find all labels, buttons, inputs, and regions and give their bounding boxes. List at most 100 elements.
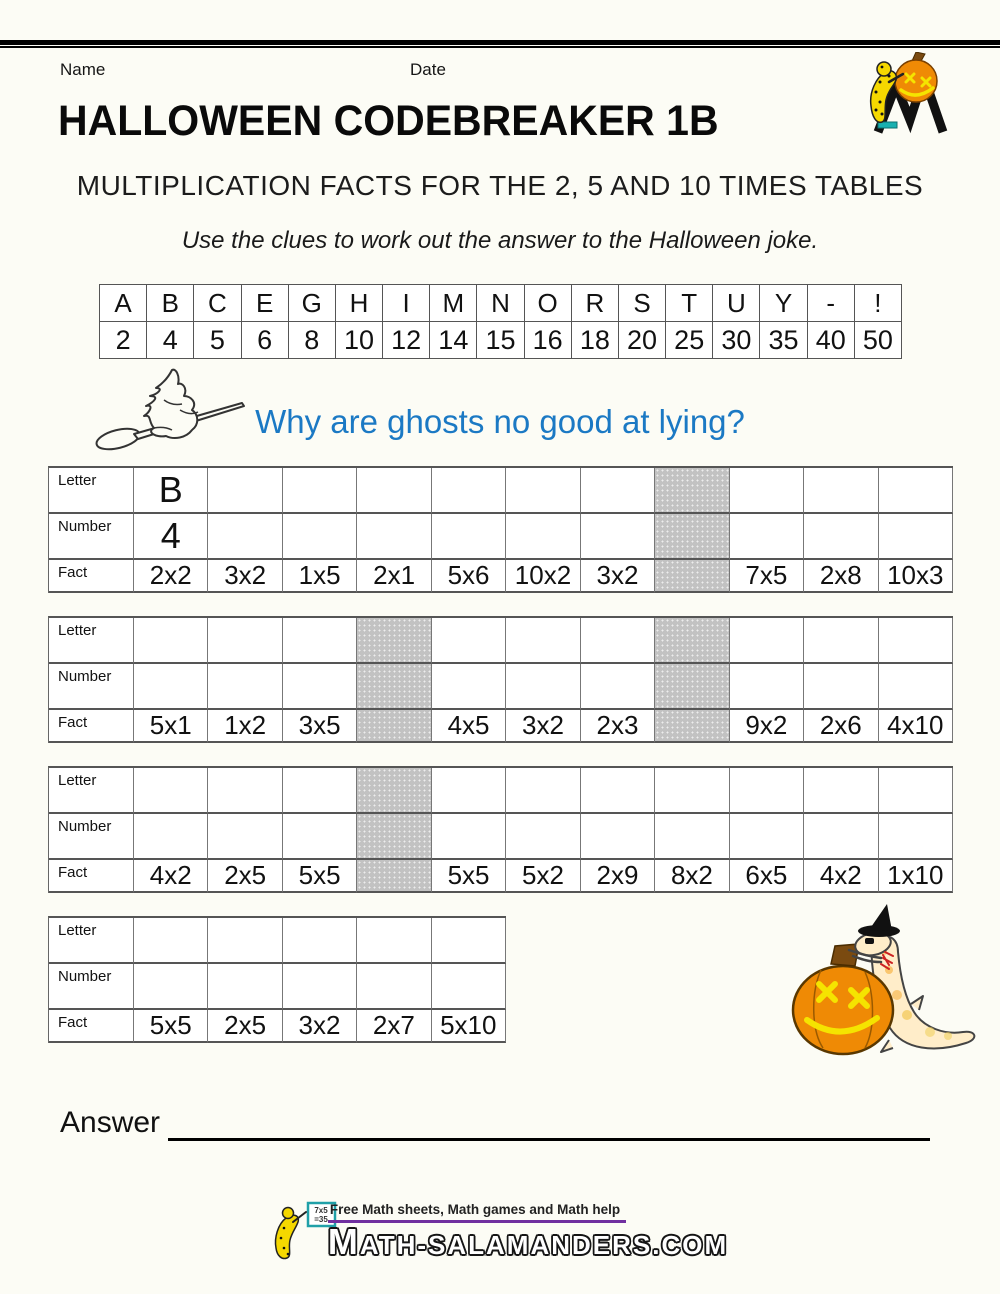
letter-cell bbox=[357, 918, 432, 964]
number-cell bbox=[804, 664, 879, 710]
fact-cell: 5x5 bbox=[134, 1010, 209, 1043]
fact-cell: 4x2 bbox=[804, 860, 879, 893]
answer-label: Answer bbox=[60, 1106, 161, 1139]
number-cell bbox=[431, 964, 506, 1010]
code-number-cell: 30 bbox=[713, 322, 761, 359]
letter-cell bbox=[282, 468, 358, 514]
letter-cell bbox=[134, 768, 209, 814]
fact-cell: 8x2 bbox=[655, 860, 730, 893]
fact-cell: 5x6 bbox=[431, 560, 507, 593]
number-cell bbox=[282, 664, 358, 710]
fact-cell: 4x5 bbox=[431, 710, 507, 743]
letter-cell bbox=[804, 618, 879, 664]
fact-cell: 1x5 bbox=[282, 560, 358, 593]
fact-cell: 3x5 bbox=[282, 710, 358, 743]
code-number-cell: 6 bbox=[241, 322, 289, 359]
number-cell bbox=[506, 514, 581, 560]
row-label-fact: Fact bbox=[49, 1010, 134, 1043]
header-rule bbox=[0, 40, 1000, 48]
shaded-cell bbox=[357, 618, 432, 664]
footer: 7x5 =35 Free Math sheets, Math games and… bbox=[0, 1200, 1000, 1263]
code-table: A B C E G H I M N O R S T U Y -! 2 4 5 6 8 10 12 14 15 16 18 20 25 30… bbox=[99, 284, 902, 359]
letter-cell bbox=[729, 468, 805, 514]
number-cell bbox=[580, 514, 656, 560]
code-letter-cell: - bbox=[807, 285, 855, 322]
code-number-cell: 20 bbox=[618, 322, 667, 359]
code-number-cell: 16 bbox=[524, 322, 572, 359]
fact-cell: 5x2 bbox=[506, 860, 581, 893]
number-cell bbox=[580, 814, 656, 860]
shaded-cell bbox=[357, 860, 432, 893]
puzzle-table-3: Letter Number Fact 4x2 2x5 5x5 5x5 5x2 2x9 8x2 6x5… bbox=[48, 766, 953, 893]
fact-cell: 4x10 bbox=[878, 710, 953, 743]
code-letter-cell: Y bbox=[760, 285, 808, 322]
letter-cell bbox=[431, 618, 507, 664]
number-cell bbox=[729, 664, 805, 710]
code-letter-cell: B bbox=[147, 285, 195, 322]
number-cell bbox=[134, 964, 209, 1010]
fact-cell: 6x5 bbox=[729, 860, 805, 893]
instruction-text: Use the clues to work out the answer to … bbox=[181, 227, 819, 254]
fact-cell: 5x10 bbox=[431, 1010, 506, 1043]
code-letter-cell: N bbox=[477, 285, 525, 322]
letter-cell bbox=[655, 768, 730, 814]
code-number-cell: 2 bbox=[100, 322, 148, 359]
letter-cell bbox=[208, 468, 283, 514]
letter-cell bbox=[431, 468, 507, 514]
number-cell bbox=[431, 814, 507, 860]
footer-wordmark-m: M bbox=[327, 1221, 360, 1262]
shaded-cell bbox=[655, 468, 730, 514]
footer-tagline: Free Math sheets, Math games and Math he… bbox=[327, 1200, 627, 1223]
fact-cell: 2x9 bbox=[580, 860, 656, 893]
number-cell bbox=[431, 664, 507, 710]
number-cell bbox=[282, 814, 358, 860]
fact-cell: 2x7 bbox=[357, 1010, 432, 1043]
fact-cell: 2x1 bbox=[357, 560, 432, 593]
number-cell bbox=[804, 514, 879, 560]
letter-cell bbox=[506, 618, 581, 664]
number-cell bbox=[134, 814, 209, 860]
fact-cell: 2x6 bbox=[804, 710, 879, 743]
letter-cell bbox=[506, 468, 581, 514]
fact-cell: 4x2 bbox=[134, 860, 209, 893]
fact-cell: 10x3 bbox=[878, 560, 953, 593]
row-label-number: Number bbox=[49, 814, 134, 860]
letter-cell bbox=[208, 768, 283, 814]
number-cell bbox=[431, 514, 507, 560]
fact-cell: 3x2 bbox=[580, 560, 656, 593]
joke-question: Why are ghosts no good at lying? bbox=[255, 403, 745, 440]
letter-cell: B bbox=[134, 468, 209, 514]
puzzle-table-2: Letter Number Fact 5x1 1x2 3x5 4x5 3x2 2x3 9x2 2x6… bbox=[48, 616, 953, 743]
letter-cell bbox=[580, 618, 656, 664]
letter-cell bbox=[208, 918, 283, 964]
row-label-letter: Letter bbox=[49, 768, 134, 814]
fact-cell: 3x2 bbox=[506, 710, 581, 743]
code-letter-cell: H bbox=[335, 285, 384, 322]
fact-cell: 3x2 bbox=[208, 560, 283, 593]
fact-cell: 5x1 bbox=[134, 710, 209, 743]
number-cell bbox=[282, 964, 358, 1010]
letter-cell bbox=[357, 468, 432, 514]
code-number-cell: 4 bbox=[147, 322, 195, 359]
letter-cell bbox=[208, 618, 283, 664]
code-letter-cell: U bbox=[713, 285, 761, 322]
row-label-number: Number bbox=[49, 964, 134, 1010]
footer-board-line1: 7x5 bbox=[314, 1206, 328, 1215]
row-label-fact: Fact bbox=[49, 860, 134, 893]
fact-cell: 2x5 bbox=[208, 1010, 283, 1043]
row-label-letter: Letter bbox=[49, 918, 134, 964]
shaded-cell bbox=[655, 710, 730, 743]
number-cell bbox=[729, 814, 805, 860]
letter-cell bbox=[134, 618, 209, 664]
letter-cell bbox=[506, 768, 581, 814]
date-label: Date bbox=[410, 60, 446, 79]
code-number-cell: 10 bbox=[335, 322, 384, 359]
number-cell bbox=[208, 664, 283, 710]
fact-cell: 1x2 bbox=[208, 710, 283, 743]
code-letter-cell: G bbox=[288, 285, 336, 322]
fact-cell: 5x5 bbox=[431, 860, 507, 893]
letter-cell bbox=[282, 618, 358, 664]
code-number-cell: 18 bbox=[571, 322, 619, 359]
code-number-cell: 15 bbox=[477, 322, 525, 359]
code-letter-cell: E bbox=[241, 285, 289, 322]
